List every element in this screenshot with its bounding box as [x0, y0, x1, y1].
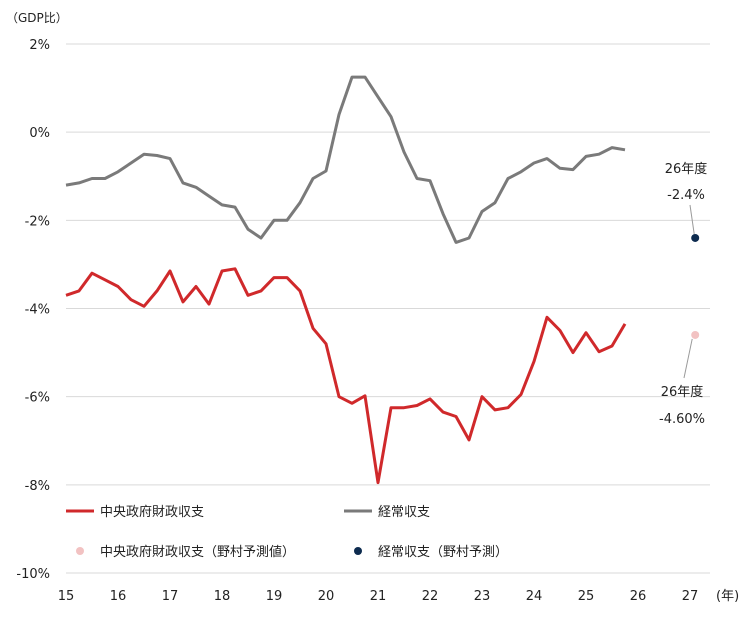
y-tick-label: -8% [25, 479, 50, 494]
gridlines [66, 43, 710, 574]
annotation-ca-value: -2.4% [667, 188, 705, 203]
y-tick-label: -10% [16, 567, 50, 582]
series-line-current-account [65, 75, 626, 244]
series-lines [65, 75, 627, 485]
x-tick-label: 25 [578, 589, 595, 604]
y-tick-label: 2% [29, 38, 50, 53]
x-tick-label: 24 [526, 589, 543, 604]
x-tick-label: 22 [422, 589, 439, 604]
y-tick-label: -2% [25, 214, 50, 229]
x-tick-label: 18 [214, 589, 231, 604]
x-tick-label: 17 [162, 589, 179, 604]
x-tick-label: 19 [266, 589, 283, 604]
annotation-ca-title: 26年度 [665, 161, 708, 177]
forecast-point [691, 233, 700, 242]
legend-label: 中央政府財政収支（野村予測値） [100, 544, 295, 560]
annotation-fiscal-title: 26年度 [661, 384, 704, 400]
x-tick-label: 21 [370, 589, 387, 604]
annotation-fiscal-value: -4.60% [659, 412, 705, 427]
annotation-leader-line [683, 338, 693, 379]
x-axis-unit-label: (年) [716, 589, 739, 604]
legend-swatch [354, 547, 362, 555]
legend-label: 経常収支（野村予測） [378, 545, 508, 560]
legend-label: 経常収支 [378, 505, 430, 520]
forecast-points [691, 233, 700, 339]
legend-swatch [76, 547, 84, 555]
x-tick-label: 26 [630, 589, 647, 604]
series-line-fiscal-balance [65, 267, 627, 485]
y-axis-unit-label: （GDP比） [6, 11, 68, 25]
x-tick-label: 27 [682, 589, 699, 604]
x-axis-ticks: 15 16 17 18 19 20 21 22 23 24 25 26 27 [58, 589, 699, 604]
forecast-point [691, 330, 700, 339]
annotations: 26年度 -2.4% 26年度 -4.60% [659, 161, 707, 427]
x-tick-label: 20 [318, 589, 335, 604]
x-tick-label: 16 [110, 589, 127, 604]
annotation-leader-line [689, 204, 695, 235]
x-tick-label: 23 [474, 589, 491, 604]
legend-label: 中央政府財政収支 [100, 505, 204, 520]
y-tick-label: 0% [29, 126, 50, 141]
y-tick-label: -6% [25, 391, 50, 406]
y-axis-ticks: 2% 0% -2% -4% -6% -8% -10% [16, 38, 50, 582]
x-tick-label: 15 [58, 589, 75, 604]
y-tick-label: -4% [25, 303, 50, 318]
